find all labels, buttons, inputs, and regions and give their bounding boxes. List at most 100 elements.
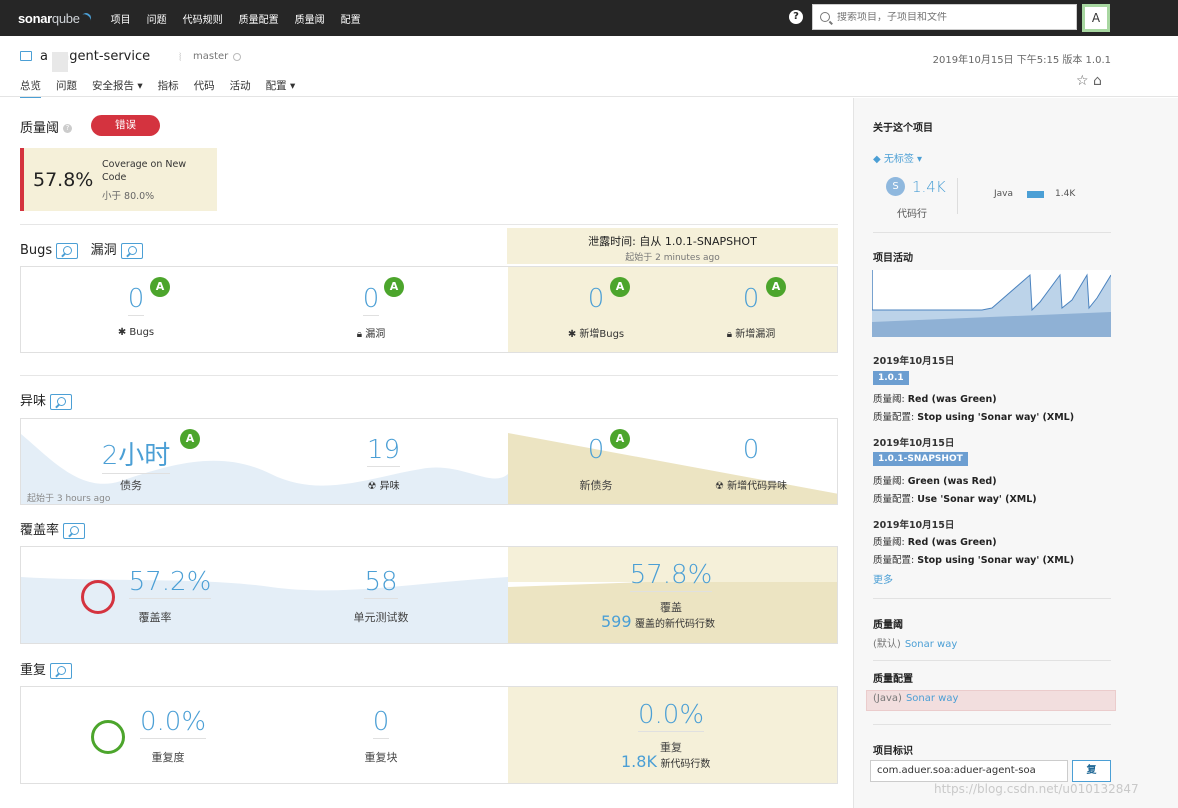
drilldown-icon[interactable] <box>63 522 86 539</box>
copy-button[interactable]: 复 <box>1072 760 1111 782</box>
new-coverage-value: 57.8% <box>629 560 713 592</box>
search-icon <box>820 12 830 22</box>
activity-title: 项目活动 <box>873 253 913 264</box>
new-debt-label: 新债务 <box>579 479 613 492</box>
nav-issues[interactable]: 问题 <box>146 14 167 26</box>
event-date: 2019年10月15日 <box>873 438 955 449</box>
drilldown-icon[interactable] <box>56 242 79 259</box>
smells-metric[interactable]: 19 <box>346 435 421 467</box>
coverage-metric[interactable]: 57.2% <box>125 567 215 599</box>
lock-icon: 🔒︎ <box>726 329 736 340</box>
new-coverage-metric[interactable]: 57.8% <box>616 560 726 592</box>
new-vulns-metric[interactable]: 0 <box>716 284 786 314</box>
tags-dropdown[interactable]: ◆ 无标签 ▾ <box>873 154 923 165</box>
drilldown-icon[interactable] <box>50 393 73 410</box>
quality-profile-section-title: 质量配置 <box>873 674 913 685</box>
search-input[interactable] <box>837 11 1067 23</box>
divider <box>873 660 1111 661</box>
vulns-value: 0 <box>362 284 380 316</box>
quality-gate-title: 质量阈? <box>20 117 73 136</box>
nav-administration[interactable]: 配置 <box>340 14 361 26</box>
new-debt-rating[interactable]: A <box>610 429 630 449</box>
branch-info-icon[interactable] <box>233 53 241 61</box>
new-smells-metric[interactable]: 0 <box>716 435 786 465</box>
bugs-metric[interactable]: 0 <box>101 284 171 316</box>
project-key-input[interactable]: com.aduer.soa:aduer-agent-soa <box>870 760 1068 782</box>
tab-measures[interactable]: 指标 <box>157 80 179 92</box>
vulns-metric[interactable]: 0 <box>336 284 406 316</box>
divider <box>873 598 1111 599</box>
bugs-rating[interactable]: A <box>150 277 170 297</box>
nav-quality-gates[interactable]: 质量阈 <box>294 14 325 26</box>
failed-condition[interactable]: 57.8% Coverage on New Code 小于 80.0% <box>20 148 217 211</box>
coverage-card: 57.2% 覆盖率 58 单元测试数 57.8% 覆盖 599 覆盖的新代码行数 <box>20 546 838 644</box>
smells-label: ☢ 异味 <box>367 481 400 492</box>
drilldown-icon[interactable] <box>50 662 73 679</box>
nav-rules[interactable]: 代码规则 <box>182 14 223 26</box>
project-key-title: 项目标识 <box>873 746 913 757</box>
tab-overview[interactable]: 总览 <box>20 78 41 99</box>
home-icon[interactable]: ⌂ <box>1093 73 1102 89</box>
new-lines-value: 1.8K <box>621 752 657 771</box>
tag-icon: ◆ <box>873 154 884 165</box>
vulns-rating[interactable]: A <box>384 277 404 297</box>
smell-icon: ☢ <box>367 481 380 492</box>
duplications-title: 重复 <box>20 659 73 679</box>
drilldown-icon[interactable] <box>120 242 143 259</box>
new-bugs-rating[interactable]: A <box>610 277 630 297</box>
project-icon <box>20 51 32 61</box>
new-bugs-label: ✱ 新增Bugs <box>567 329 625 340</box>
bug-icon: ✱ <box>117 327 130 338</box>
tab-issues[interactable]: 问题 <box>56 80 77 92</box>
divider <box>20 375 838 376</box>
leak-area <box>508 547 837 582</box>
new-debt-metric[interactable]: 0 <box>561 435 631 465</box>
blocks-metric[interactable]: 0 <box>341 707 421 739</box>
favorite-home-icons: ☆ ⌂ <box>1076 73 1102 89</box>
language-value: 1.4K <box>1055 189 1076 199</box>
new-bugs-metric[interactable]: 0 <box>561 284 631 314</box>
new-duplication-value: 0.0% <box>637 700 705 732</box>
debt-rating[interactable]: A <box>180 429 200 449</box>
sonarqube-logo[interactable]: sonarqube <box>18 11 93 26</box>
tests-metric[interactable]: 58 <box>341 567 421 599</box>
new-duplication-metric[interactable]: 0.0% <box>621 700 721 732</box>
watermark: https://blog.csdn.net/u010132847 <box>934 782 1139 796</box>
activity-graph[interactable] <box>872 270 1111 337</box>
star-icon[interactable]: ☆ <box>1076 73 1089 89</box>
quality-gate-name[interactable]: Sonar way <box>904 639 958 650</box>
new-vulns-rating[interactable]: A <box>766 277 786 297</box>
event-date: 2019年10月15日 <box>873 520 955 531</box>
event-profile: 质量配置: Stop using 'Sonar way' (XML) <box>873 412 1075 423</box>
new-smells-value: 0 <box>742 435 760 465</box>
duplication-metric[interactable]: 0.0% <box>133 707 213 739</box>
new-duplication-label: 重复 <box>660 741 682 754</box>
main-nav: 项目 问题 代码规则 质量配置 质量阈 配置 <box>103 11 369 26</box>
quality-profile-name[interactable]: Sonar way <box>905 693 959 704</box>
tab-code[interactable]: 代码 <box>193 80 215 92</box>
new-lines-label: 覆盖的新代码行数 <box>635 619 716 630</box>
branch-name[interactable]: master <box>193 51 229 62</box>
new-lines-to-cover[interactable]: 599 覆盖的新代码行数 <box>601 612 761 631</box>
smells-value: 19 <box>366 435 401 467</box>
condition-threshold: 小于 80.0% <box>102 191 155 202</box>
debt-metric[interactable]: 2小时 <box>91 435 181 474</box>
redaction-blur <box>52 52 68 72</box>
tab-security-reports[interactable]: 安全报告 ▾ <box>92 80 143 92</box>
user-avatar[interactable]: A <box>1082 4 1110 32</box>
more-activity-link[interactable]: 更多 <box>873 575 893 586</box>
loc-value[interactable]: 1.4K <box>912 178 946 196</box>
help-icon[interactable]: ? <box>63 124 73 133</box>
nav-quality-profiles[interactable]: 质量配置 <box>238 14 279 26</box>
quality-profile-link: (Java) Sonar way <box>873 693 959 704</box>
blocks-label: 重复块 <box>364 751 398 764</box>
bugs-value: 0 <box>127 284 145 316</box>
new-lines[interactable]: 1.8K 新代码行数 <box>621 752 761 771</box>
bugs-vulns-title: Bugs 漏洞 <box>20 239 143 259</box>
help-icon[interactable]: ? <box>789 10 803 24</box>
tab-activity[interactable]: 活动 <box>229 80 251 92</box>
tab-administration[interactable]: 配置 ▾ <box>265 80 296 92</box>
version-badge: 1.0.1-SNAPSHOT <box>873 452 968 466</box>
global-search <box>812 4 1077 30</box>
nav-projects[interactable]: 项目 <box>110 14 131 26</box>
